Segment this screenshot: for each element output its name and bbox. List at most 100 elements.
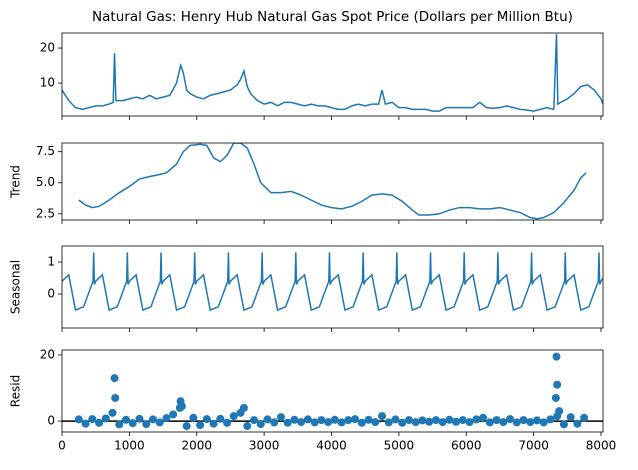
series-line: [62, 252, 603, 312]
y-axis-label: Trend: [9, 165, 23, 199]
resid-point: [580, 413, 589, 422]
resid-point: [526, 418, 535, 427]
resid-point: [177, 402, 186, 411]
resid-point: [111, 393, 120, 402]
resid-point: [229, 412, 238, 421]
resid-point: [425, 417, 434, 426]
plot-area: [62, 34, 603, 112]
resid-point: [445, 415, 454, 424]
resid-point: [95, 418, 104, 427]
y-tick-label: 0: [47, 414, 55, 428]
resid-point: [391, 415, 400, 424]
plot-area: [62, 352, 603, 431]
plot-area: [62, 252, 603, 312]
resid-point: [297, 418, 306, 427]
resid-point: [546, 415, 555, 424]
x-tick-label: 5000: [384, 439, 415, 453]
resid-point: [110, 374, 119, 383]
x-tick-label: 1000: [114, 439, 145, 453]
x-tick-label: 6000: [451, 439, 482, 453]
resid-point: [431, 416, 440, 425]
resid-point: [88, 415, 97, 424]
panel: Seasonal 0 1: [9, 245, 604, 332]
resid-point: [506, 415, 515, 424]
y-tick-label: 1: [47, 255, 55, 269]
resid-point: [250, 416, 259, 425]
resid-point: [364, 415, 373, 424]
resid-point: [182, 422, 191, 431]
resid-point: [499, 418, 508, 427]
resid-point: [532, 416, 541, 425]
resid-point: [492, 416, 501, 425]
resid-point: [398, 418, 407, 427]
resid-point: [472, 415, 481, 424]
y-tick-label: 20: [40, 347, 55, 361]
resid-point: [519, 416, 528, 425]
x-tick-label: 0: [58, 439, 66, 453]
panel: Natural Gas: Henry Hub Natural Gas Spot …: [40, 9, 604, 120]
x-tick-label: 4000: [316, 439, 347, 453]
y-axis-label: Resid: [9, 375, 23, 407]
resid-point: [108, 408, 117, 417]
resid-point: [196, 421, 205, 430]
axes-frame: [61, 245, 604, 329]
resid-point: [465, 418, 474, 427]
resid-point: [324, 418, 333, 427]
resid-point: [452, 417, 461, 426]
resid-point: [142, 420, 151, 429]
resid-point: [74, 415, 83, 424]
resid-point: [337, 418, 346, 427]
resid-point: [128, 419, 137, 428]
resid-point: [555, 407, 564, 416]
resid-point: [303, 415, 312, 424]
resid-point: [162, 414, 171, 423]
resid-point: [371, 418, 380, 427]
resid-point: [573, 419, 582, 428]
resid-point: [438, 418, 447, 427]
resid-point: [290, 415, 299, 424]
resid-point: [418, 416, 427, 425]
chart-title: Natural Gas: Henry Hub Natural Gas Spot …: [92, 9, 573, 25]
resid-point: [512, 418, 521, 427]
resid-point: [270, 418, 279, 427]
resid-point: [148, 415, 157, 424]
resid-point: [189, 413, 198, 422]
resid-point: [276, 413, 285, 422]
panel: Trend 2.5 5.0 7.5: [9, 142, 604, 224]
axes-frame: [61, 142, 604, 221]
resid-point: [552, 352, 561, 361]
resid-point: [209, 419, 218, 428]
resid-point: [404, 416, 413, 425]
y-tick-label: 7.5: [36, 144, 55, 158]
resid-point: [384, 418, 393, 427]
y-tick-label: 0: [47, 287, 55, 301]
resid-point: [122, 415, 131, 424]
resid-point: [239, 403, 248, 412]
resid-point: [135, 414, 144, 423]
resid-point: [458, 416, 467, 425]
resid-point: [310, 418, 319, 427]
series-line: [62, 34, 603, 112]
resid-point: [81, 419, 90, 428]
resid-point: [378, 412, 387, 421]
resid-point: [344, 416, 353, 425]
resid-point: [559, 420, 568, 429]
x-tick-label: 8000: [586, 439, 617, 453]
resid-point: [485, 418, 494, 427]
x-tick-label: 2000: [181, 439, 212, 453]
resid-point: [479, 413, 488, 422]
series-line: [78, 143, 587, 220]
x-tick-label: 7000: [518, 439, 549, 453]
y-tick-label: 20: [40, 41, 55, 55]
resid-point: [202, 415, 211, 424]
resid-point: [566, 413, 575, 422]
axes-frame: [61, 32, 604, 117]
resid-point: [216, 414, 225, 423]
panel: Resid 0 20 0 1000 2000 3000 4000 5000 6000 7000 800…: [9, 347, 617, 452]
resid-point: [351, 415, 360, 424]
resid-point: [330, 415, 339, 424]
y-tick-label: 5.0: [36, 175, 55, 189]
plot-area: [78, 143, 587, 220]
resid-point: [411, 418, 420, 427]
